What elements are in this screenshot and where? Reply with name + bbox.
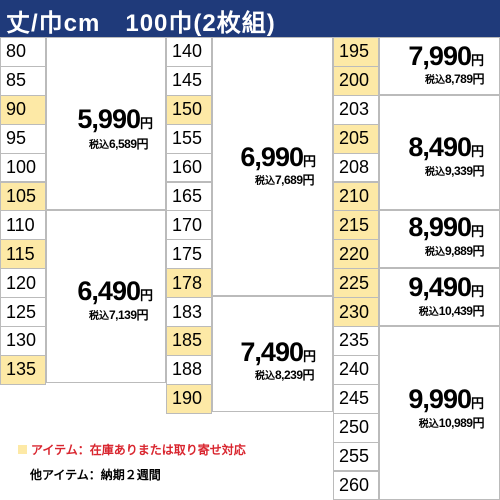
size-cell: 255 xyxy=(333,441,379,472)
tax-price-1: 税込6,589円 xyxy=(88,137,149,151)
price-1: 5,990円 xyxy=(77,104,153,134)
price-9: 9,990円 xyxy=(408,384,484,414)
size-cell: 185 xyxy=(166,326,212,356)
tax-price-6: 税込9,339円 xyxy=(424,164,485,178)
size-cell: 215 xyxy=(333,210,379,241)
size-cell: 150 xyxy=(166,94,212,125)
price-6: 8,490円 xyxy=(408,132,484,162)
size-cell: 178 xyxy=(166,268,212,299)
size-cell: 125 xyxy=(0,297,46,327)
legend-highlight-text: アイテム：在庫ありまたは取り寄せ対応 xyxy=(31,443,246,457)
price-3: 6,990円 xyxy=(240,142,316,172)
size-cell: 85 xyxy=(0,65,46,96)
size-cell: 195 xyxy=(333,37,379,67)
page-title: 丈/巾cm 100巾(2枚組) xyxy=(6,10,276,37)
size-cell: 183 xyxy=(166,297,212,327)
price-box-2 xyxy=(46,210,166,383)
tax-price-2: 税込7,139円 xyxy=(88,308,149,322)
size-cell: 220 xyxy=(333,239,379,270)
legend-other: 他アイテム：納期２週間 xyxy=(30,468,161,482)
price-box-9 xyxy=(379,326,500,500)
legend-highlight: アイテム：在庫ありまたは取り寄せ対応 xyxy=(18,441,246,458)
size-cell: 95 xyxy=(0,123,46,154)
size-cell: 165 xyxy=(166,181,212,212)
size-cell: 210 xyxy=(333,181,379,212)
size-cell: 200 xyxy=(333,65,379,96)
price-box-3 xyxy=(212,37,333,296)
size-cell: 245 xyxy=(333,383,379,414)
size-cell: 208 xyxy=(333,152,379,183)
size-cell: 105 xyxy=(0,181,46,212)
size-cell: 90 xyxy=(0,94,46,125)
tax-price-8: 税込10,439円 xyxy=(418,304,485,318)
price-8: 9,490円 xyxy=(408,272,484,302)
price-2: 6,490円 xyxy=(77,276,153,306)
header-bar: 丈/巾cm 100巾(2枚組) xyxy=(0,0,500,37)
size-cell: 135 xyxy=(0,354,46,385)
price-7: 8,990円 xyxy=(408,212,484,242)
price-box-5 xyxy=(379,37,500,95)
size-cell: 225 xyxy=(333,268,379,299)
tax-price-3: 税込7,689円 xyxy=(254,173,315,187)
size-cell: 140 xyxy=(166,37,212,67)
size-cell: 260 xyxy=(333,470,379,500)
size-cell: 170 xyxy=(166,210,212,241)
price-5: 7,990円 xyxy=(408,41,484,71)
size-cell: 190 xyxy=(166,383,212,414)
price-4: 7,490円 xyxy=(240,337,316,367)
size-cell: 188 xyxy=(166,354,212,385)
size-cell: 175 xyxy=(166,239,212,270)
size-cell: 160 xyxy=(166,152,212,183)
size-cell: 120 xyxy=(0,268,46,299)
tax-price-4: 税込8,239円 xyxy=(254,368,315,382)
size-cell: 230 xyxy=(333,297,379,327)
tax-price-7: 税込9,889円 xyxy=(424,244,485,258)
size-cell: 250 xyxy=(333,412,379,443)
size-cell: 110 xyxy=(0,210,46,241)
price-box-4 xyxy=(212,296,333,412)
size-cell: 115 xyxy=(0,239,46,270)
highlight-swatch xyxy=(18,445,27,454)
size-cell: 145 xyxy=(166,65,212,96)
tax-price-9: 税込10,989円 xyxy=(418,416,485,430)
size-cell: 155 xyxy=(166,123,212,154)
size-cell: 130 xyxy=(0,326,46,356)
price-box-1 xyxy=(46,37,166,210)
size-cell: 235 xyxy=(333,326,379,356)
size-cell: 203 xyxy=(333,94,379,125)
size-cell: 80 xyxy=(0,37,46,67)
size-cell: 240 xyxy=(333,354,379,385)
price-box-6 xyxy=(379,95,500,210)
tax-price-5: 税込8,789円 xyxy=(424,72,485,86)
size-cell: 205 xyxy=(333,123,379,154)
price-box-7 xyxy=(379,210,500,268)
size-cell: 100 xyxy=(0,152,46,183)
